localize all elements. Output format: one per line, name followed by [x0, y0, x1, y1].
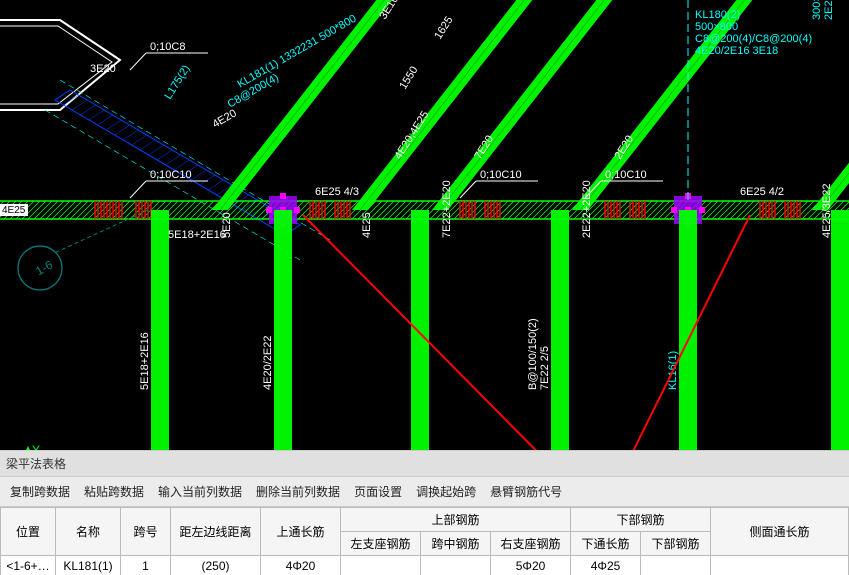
cell-right_support[interactable]: 5Φ20 [491, 556, 571, 575]
th-group-upper[interactable]: 上部钢筋 [341, 508, 571, 532]
cell-left_support[interactable] [341, 556, 421, 575]
th-bot-rebar[interactable]: 下部钢筋 [641, 532, 711, 556]
svg-text:0;10C10: 0;10C10 [150, 169, 192, 181]
svg-text:5E18+2E16: 5E18+2E16 [139, 332, 151, 390]
cell-top_through[interactable]: 4Φ20 [261, 556, 341, 575]
toolbar-copy-span[interactable]: 复制跨数据 [4, 481, 76, 502]
panel-title: 梁平法表格 [0, 450, 849, 477]
th-name[interactable]: 名称 [56, 508, 121, 556]
svg-text:0;10C8: 0;10C8 [150, 41, 185, 53]
th-left-dist[interactable]: 距左边线距离 [171, 508, 261, 556]
svg-text:5E18+2E16: 5E18+2E16 [168, 229, 226, 241]
svg-text:4E20/2E22: 4E20/2E22 [262, 336, 274, 390]
th-side-through[interactable]: 侧面通长筋 [711, 508, 849, 556]
svg-text:3E20: 3E20 [90, 63, 116, 75]
svg-text:L175(2): L175(2) [162, 63, 192, 102]
svg-text:6E25 4/2: 6E25 4/2 [740, 186, 784, 198]
svg-text:C8@200(4)/C8@200(4): C8@200(4)/C8@200(4) [695, 33, 812, 45]
cell-pos[interactable]: <1-6+… [1, 556, 56, 575]
toolbar-delete-col[interactable]: 删除当前列数据 [250, 481, 346, 502]
cell-name[interactable]: KL181(1) [56, 556, 121, 575]
svg-text:0;10C10: 0;10C10 [480, 169, 522, 181]
toolbar-page-setup[interactable]: 页面设置 [348, 481, 408, 502]
svg-text:4E25: 4E25 [361, 212, 373, 238]
svg-text:1550: 1550 [397, 64, 420, 91]
svg-text:4E20: 4E20 [211, 107, 239, 130]
cad-viewport[interactable]: 4E255E204E20;4E254E257E207E22+2E202E202E… [0, 0, 849, 450]
th-group-lower[interactable]: 下部钢筋 [571, 508, 711, 532]
th-mid-span[interactable]: 跨中钢筋 [421, 532, 491, 556]
toolbar-input-col[interactable]: 输入当前列数据 [152, 481, 248, 502]
svg-text:7E22+2E20: 7E22+2E20 [441, 180, 453, 238]
th-left-support[interactable]: 左支座钢筋 [341, 532, 421, 556]
th-top-through[interactable]: 上通长筋 [261, 508, 341, 556]
th-span[interactable]: 跨号 [121, 508, 171, 556]
toolbar-paste-span[interactable]: 粘贴跨数据 [78, 481, 150, 502]
svg-text:2E22+2E20: 2E22+2E20 [581, 180, 593, 238]
cell-bot_through[interactable]: 4Φ25 [571, 556, 641, 575]
svg-text:1-6: 1-6 [33, 257, 55, 278]
svg-text:7E22 2/5: 7E22 2/5 [539, 346, 551, 390]
th-right-support[interactable]: 右支座钢筋 [491, 532, 571, 556]
toolbar-swap-span[interactable]: 调换起始跨 [410, 481, 482, 502]
beam-table[interactable]: 位置 名称 跨号 距左边线距离 上通长筋 上部钢筋 下部钢筋 侧面通长筋 左支座… [0, 507, 849, 575]
svg-text:0;10C10: 0;10C10 [605, 169, 647, 181]
cell-bot_rebar[interactable] [641, 556, 711, 575]
panel-toolbar: 复制跨数据 粘贴跨数据 输入当前列数据 删除当前列数据 页面设置 调换起始跨 悬… [0, 477, 849, 507]
cell-side_through[interactable] [711, 556, 849, 575]
th-pos[interactable]: 位置 [1, 508, 56, 556]
svg-text:500×800: 500×800 [695, 21, 738, 33]
svg-text:KL180(2): KL180(2) [695, 9, 740, 21]
beam-table-panel: 梁平法表格 复制跨数据 粘贴跨数据 输入当前列数据 删除当前列数据 页面设置 调… [0, 450, 849, 575]
toolbar-cantilever[interactable]: 悬臂钢筋代号 [484, 481, 568, 502]
th-bot-through[interactable]: 下通长筋 [571, 532, 641, 556]
svg-text:4E20/2E16 3E18: 4E20/2E16 3E18 [695, 45, 778, 57]
svg-text:300×500: 300×500 [811, 0, 823, 20]
svg-text:4E25: 4E25 [2, 205, 26, 216]
svg-text:6E25 4/3: 6E25 4/3 [315, 186, 359, 198]
svg-text:KL16(1): KL16(1) [667, 351, 679, 390]
cell-mid_span[interactable] [421, 556, 491, 575]
cell-left_dist[interactable]: (250) [171, 556, 261, 575]
svg-text:2E25 2E16: 2E25 2E16 [823, 0, 835, 20]
svg-text:1625: 1625 [432, 14, 455, 41]
svg-text:B@100/150(2): B@100/150(2) [527, 318, 539, 390]
table-row[interactable]: <1-6+…KL181(1)1(250)4Φ20 5Φ204Φ25 [1, 556, 849, 575]
cell-span[interactable]: 1 [121, 556, 171, 575]
